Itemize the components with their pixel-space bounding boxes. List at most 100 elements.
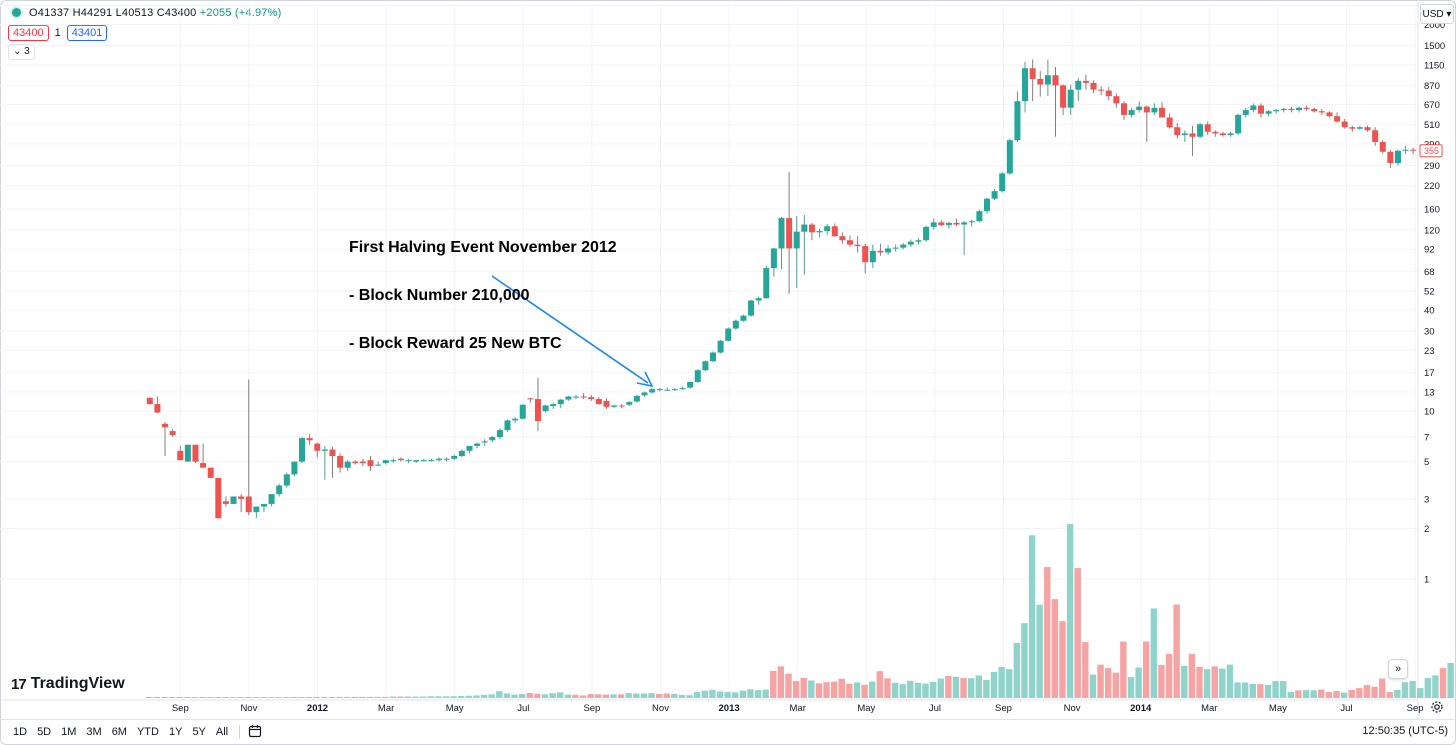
- volume-bar: [564, 694, 572, 698]
- volume-bar: [838, 678, 845, 698]
- x-tick-label: Mar: [378, 703, 394, 714]
- volume-bar: [1013, 642, 1021, 698]
- volume-bar: [343, 696, 351, 698]
- volume-bar: [1272, 681, 1279, 698]
- candle-body: [846, 240, 854, 245]
- sell-button[interactable]: 43400: [8, 25, 49, 41]
- volume-bar: [1211, 666, 1218, 698]
- candle-body: [283, 474, 290, 486]
- volume-bar: [1165, 653, 1173, 698]
- candle-body: [664, 389, 671, 391]
- volume-bar: [929, 681, 937, 698]
- double-chevron-right-icon: »: [1394, 663, 1402, 675]
- candle-body: [1159, 107, 1166, 118]
- buy-button[interactable]: 43401: [66, 25, 108, 41]
- candle-body: [184, 444, 191, 462]
- currency-button[interactable]: USD ▾: [1420, 4, 1454, 24]
- candle-body: [793, 231, 800, 249]
- calendar-icon[interactable]: [248, 724, 262, 741]
- volume-bar: [1432, 675, 1439, 698]
- candle-body: [321, 449, 328, 451]
- volume-bar: [427, 696, 435, 698]
- candle-body: [1311, 108, 1318, 112]
- volume-bar: [1371, 686, 1378, 698]
- range-1m[interactable]: 1M: [61, 726, 77, 738]
- candle-body: [1356, 127, 1363, 129]
- candle-body: [443, 458, 450, 460]
- chevron-down-icon: ⌄: [13, 46, 22, 57]
- last-price-box: [1419, 144, 1443, 158]
- y-tick-label: 1150: [1424, 61, 1444, 72]
- range-5y[interactable]: 5Y: [192, 726, 206, 738]
- range-1d[interactable]: 1D: [13, 726, 28, 738]
- volume-bar: [518, 694, 526, 698]
- candle-body: [519, 404, 526, 419]
- volume-bar: [191, 697, 199, 698]
- gear-icon[interactable]: [1430, 700, 1444, 719]
- candle-body: [709, 352, 717, 362]
- volume-bar: [663, 693, 670, 698]
- candle-body: [763, 268, 770, 299]
- candle-body: [725, 328, 732, 341]
- candle-body: [1189, 133, 1196, 137]
- candle-body: [496, 430, 503, 438]
- y-tick-label: 1500: [1424, 41, 1445, 52]
- range-all[interactable]: All: [215, 726, 229, 738]
- volume-bar: [1074, 568, 1081, 698]
- volume-bar: [1089, 674, 1097, 698]
- range-1y[interactable]: 1Y: [168, 726, 183, 738]
- candle-body: [451, 456, 458, 459]
- volume-bar: [610, 694, 617, 698]
- candle-body: [352, 461, 359, 464]
- volume-bar: [815, 683, 823, 698]
- volume-bar: [1378, 678, 1386, 698]
- y-tick-label: 3: [1424, 494, 1429, 505]
- range-5d[interactable]: 5D: [37, 726, 52, 738]
- volume-bar: [351, 696, 358, 698]
- x-tick-label: May: [446, 703, 464, 714]
- candle-body: [786, 218, 793, 249]
- volume-bar: [1158, 664, 1165, 698]
- candle-body: [588, 397, 595, 399]
- indicators-collapse-button[interactable]: ⌄ 3: [8, 44, 35, 60]
- candle-body: [1060, 85, 1067, 108]
- volume-bar: [1021, 623, 1028, 698]
- range-ytd[interactable]: YTD: [136, 726, 159, 738]
- volume-bar: [693, 692, 701, 698]
- y-tick-label: 68: [1424, 267, 1435, 278]
- candle-body: [428, 460, 435, 462]
- candle-body: [1257, 105, 1264, 114]
- x-tick-label: 2013: [719, 703, 740, 714]
- candle-body: [961, 222, 968, 225]
- volume-bar: [785, 673, 792, 698]
- volume-bar: [716, 691, 724, 698]
- volume-bar: [298, 697, 305, 698]
- volume-bar: [1348, 689, 1355, 698]
- candle-body: [930, 222, 937, 227]
- candle-body: [968, 221, 975, 223]
- scroll-to-realtime-button[interactable]: »: [1388, 659, 1408, 679]
- volume-bar: [282, 697, 290, 698]
- candle-body: [694, 370, 701, 382]
- candle-body: [1410, 149, 1417, 151]
- volume-bar: [526, 692, 533, 698]
- candle-body: [1128, 110, 1135, 115]
- candle-body: [854, 244, 861, 247]
- price-chart[interactable]: 2000150011508706705103902902201601209268…: [0, 0, 1456, 720]
- candle-body: [907, 241, 914, 245]
- volume-bar: [549, 693, 556, 698]
- candle-body: [1120, 103, 1127, 115]
- candle-body: [1006, 140, 1013, 174]
- candle-body: [1197, 124, 1204, 137]
- candle-body: [892, 247, 899, 249]
- volume-bar: [389, 696, 396, 698]
- clock[interactable]: 12:50:35 (UTC-5): [1362, 725, 1448, 737]
- range-6m[interactable]: 6M: [111, 726, 127, 738]
- volume-bar: [579, 695, 587, 698]
- currency-label: USD: [1422, 8, 1444, 20]
- volume-bar: [823, 682, 830, 698]
- tradingview-logo[interactable]: 17 TradingView: [11, 675, 125, 693]
- candle-body: [770, 248, 777, 269]
- volume-bar: [1424, 677, 1432, 698]
- range-3m[interactable]: 3M: [86, 726, 102, 738]
